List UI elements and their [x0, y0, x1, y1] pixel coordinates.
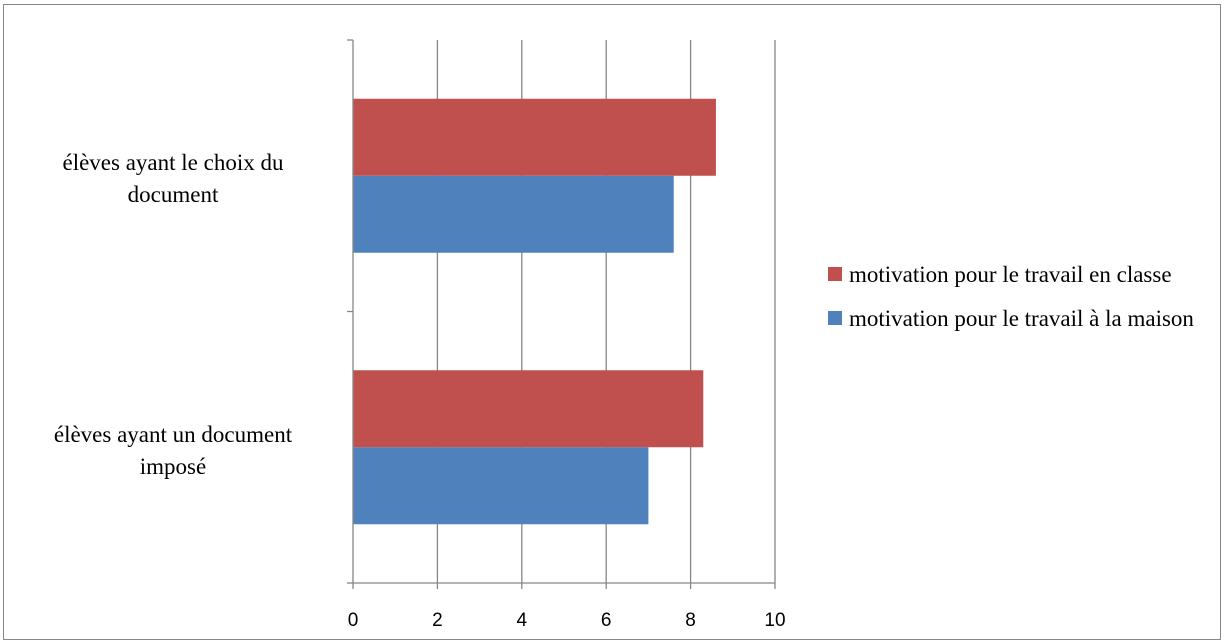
x-tick-label-10: 10 [764, 610, 785, 631]
bar-cat0-series1 [353, 370, 704, 448]
x-tick-label-0: 0 [348, 610, 359, 631]
x-tick-label-4: 4 [517, 610, 528, 631]
category-label-impose-line2: imposé [139, 454, 207, 479]
legend-swatch-maison [828, 311, 842, 325]
legend: motivation pour le travail en classe mot… [828, 260, 1218, 348]
legend-item-classe: motivation pour le travail en classe [828, 260, 1218, 290]
category-label-impose-line1: élèves ayant un document [53, 422, 293, 447]
bar-cat1-series1 [353, 98, 716, 176]
category-label-choix-line1: élèves ayant le choix du [62, 150, 284, 175]
legend-label-classe: motivation pour le travail en classe [849, 262, 1172, 287]
x-tick-label-2: 2 [432, 610, 443, 631]
legend-label-maison: motivation pour le travail à la maison [849, 306, 1194, 331]
legend-swatch-classe [828, 267, 842, 281]
category-label-choix: élèves ayant le choix du document [8, 147, 338, 211]
bar-cat0-series0 [353, 447, 649, 525]
category-label-impose: élèves ayant un document imposé [8, 419, 338, 483]
x-tick-label-8: 8 [685, 610, 696, 631]
bar-cat1-series0 [353, 175, 674, 253]
x-tick-label-6: 6 [601, 610, 612, 631]
legend-item-maison: motivation pour le travail à la maison [828, 304, 1218, 334]
category-label-choix-line2: document [127, 182, 219, 207]
